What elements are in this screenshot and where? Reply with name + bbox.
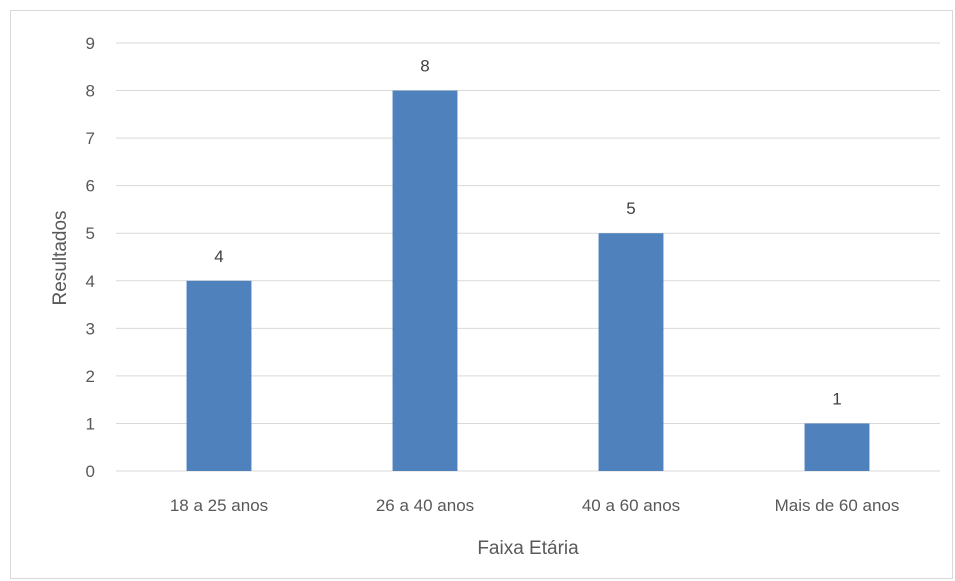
y-tick-label: 2 [86, 367, 95, 386]
y-tick-label: 4 [86, 272, 95, 291]
x-tick-label: 40 a 60 anos [582, 496, 680, 515]
bar [186, 280, 252, 471]
y-axis-ticks: 0 1 2 3 4 5 6 7 8 9 [86, 34, 95, 481]
data-label: 8 [420, 57, 429, 76]
y-tick-label: 0 [86, 462, 95, 481]
y-tick-label: 8 [86, 82, 95, 101]
y-tick-label: 9 [86, 34, 95, 53]
y-tick-label: 7 [86, 129, 95, 148]
bar [598, 233, 664, 471]
y-tick-label: 3 [86, 319, 95, 338]
y-tick-label: 5 [86, 224, 95, 243]
bar [392, 90, 458, 472]
data-label: 5 [626, 199, 635, 218]
bar [804, 423, 870, 471]
x-tick-label: 18 a 25 anos [170, 496, 268, 515]
bars [186, 90, 870, 472]
x-axis-ticks: 18 a 25 anos 26 a 40 anos 40 a 60 anos Mais… [170, 496, 900, 515]
x-tick-label: 26 a 40 anos [376, 496, 474, 515]
y-tick-label: 1 [86, 414, 95, 433]
x-tick-label: Mais de 60 anos [775, 496, 900, 515]
y-axis-title: Resultados [50, 210, 71, 305]
gridlines [116, 42, 940, 472]
chart-frame [10, 10, 953, 579]
x-axis-title: Faixa Etária [477, 538, 579, 559]
data-label: 4 [214, 247, 223, 266]
y-tick-label: 6 [86, 177, 95, 196]
data-label: 1 [832, 389, 841, 408]
data-labels: 4 8 5 1 [214, 57, 841, 409]
